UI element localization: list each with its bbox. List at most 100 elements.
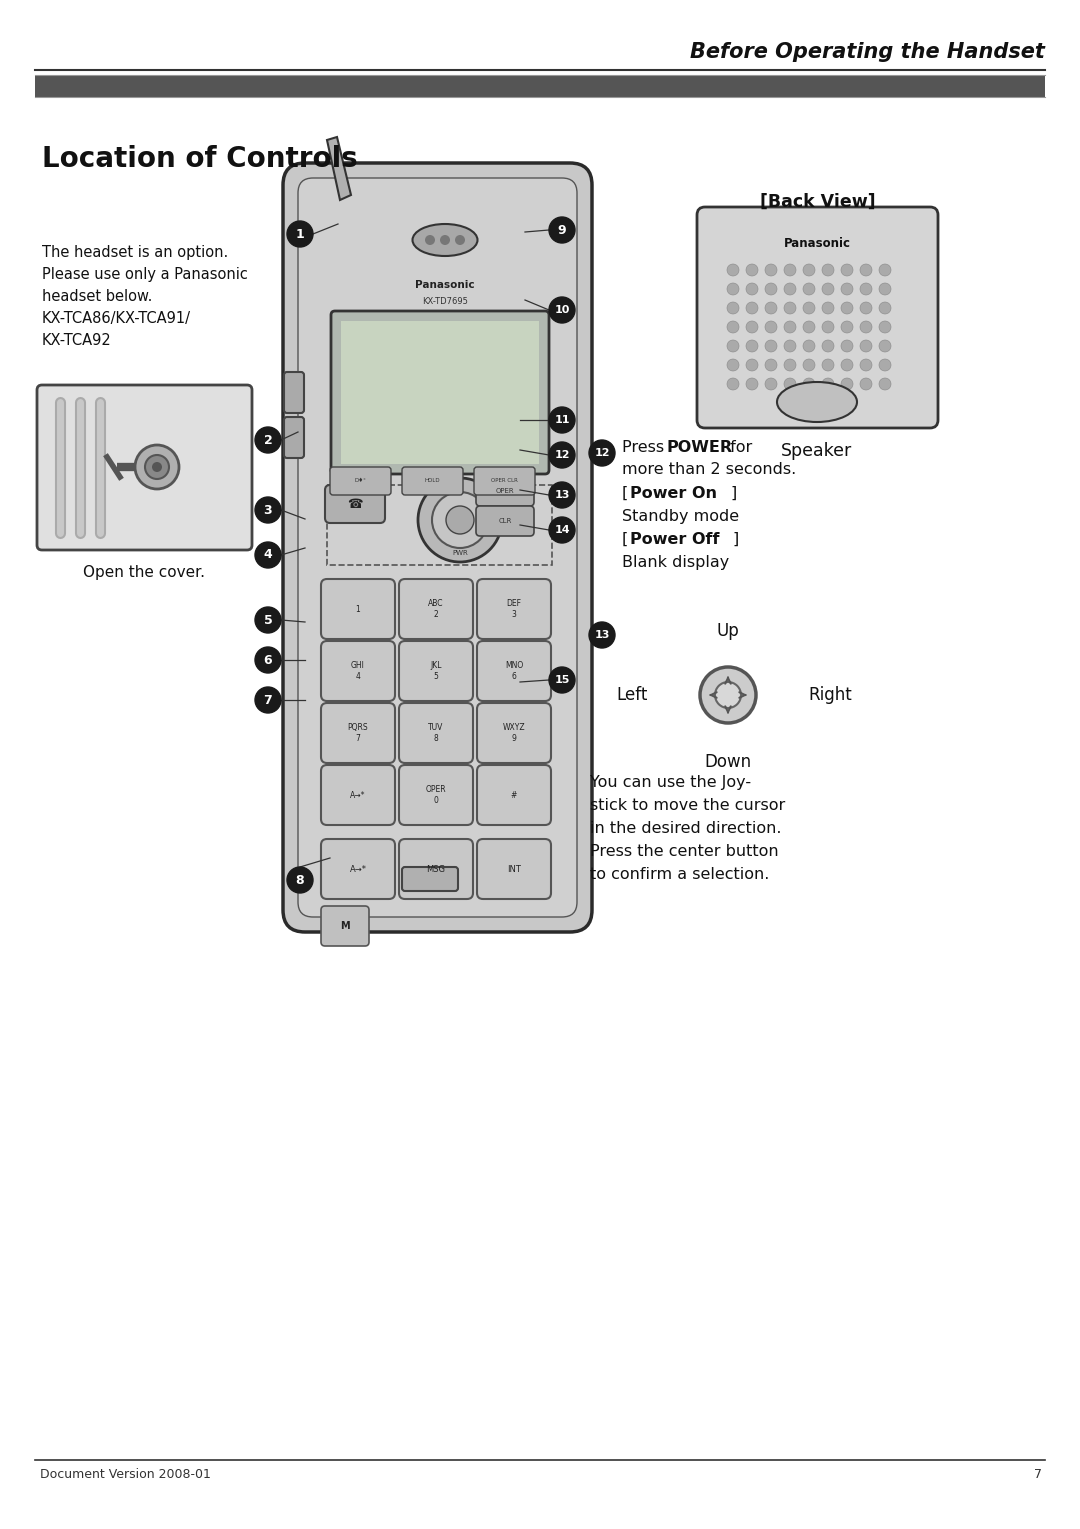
Text: JKL
5: JKL 5 [430, 662, 442, 680]
Circle shape [879, 339, 891, 352]
FancyBboxPatch shape [284, 372, 303, 413]
FancyBboxPatch shape [477, 764, 551, 826]
FancyBboxPatch shape [697, 206, 939, 428]
Circle shape [135, 445, 179, 489]
Circle shape [879, 303, 891, 313]
Circle shape [765, 321, 777, 333]
Circle shape [549, 442, 575, 468]
Text: OPER
0: OPER 0 [426, 786, 446, 804]
FancyBboxPatch shape [325, 485, 384, 523]
Circle shape [746, 265, 758, 277]
Circle shape [746, 359, 758, 372]
Circle shape [746, 378, 758, 390]
Text: Standby mode: Standby mode [622, 509, 739, 523]
Circle shape [455, 235, 465, 245]
FancyBboxPatch shape [399, 839, 473, 899]
Circle shape [860, 283, 872, 295]
Text: HOLD: HOLD [424, 479, 440, 483]
FancyBboxPatch shape [341, 321, 539, 463]
Text: 14: 14 [554, 524, 570, 535]
Text: 7: 7 [1034, 1468, 1042, 1482]
Circle shape [255, 497, 281, 523]
FancyBboxPatch shape [321, 764, 395, 826]
FancyBboxPatch shape [476, 476, 534, 506]
Text: in the desired direction.: in the desired direction. [590, 821, 782, 836]
FancyBboxPatch shape [399, 764, 473, 826]
Text: A→*: A→* [350, 790, 366, 800]
FancyBboxPatch shape [402, 466, 463, 495]
Text: ☎: ☎ [347, 497, 363, 511]
Circle shape [446, 506, 474, 534]
Circle shape [765, 283, 777, 295]
FancyBboxPatch shape [477, 641, 551, 700]
Text: more than 2 seconds.: more than 2 seconds. [622, 462, 796, 477]
Circle shape [860, 265, 872, 277]
Circle shape [287, 222, 313, 248]
FancyBboxPatch shape [37, 385, 252, 550]
Circle shape [804, 265, 815, 277]
Text: ]: ] [730, 486, 737, 500]
Text: 8: 8 [296, 873, 305, 887]
Text: WXYZ
9: WXYZ 9 [502, 723, 525, 743]
Circle shape [432, 492, 488, 547]
FancyBboxPatch shape [399, 703, 473, 763]
FancyBboxPatch shape [330, 466, 391, 495]
Text: MSG: MSG [427, 864, 446, 873]
Text: Right: Right [808, 687, 852, 703]
Circle shape [255, 647, 281, 673]
Circle shape [727, 321, 739, 333]
Circle shape [727, 265, 739, 277]
Text: 12: 12 [594, 448, 610, 459]
Circle shape [549, 482, 575, 508]
Circle shape [746, 339, 758, 352]
Ellipse shape [413, 225, 477, 255]
Text: Up: Up [717, 622, 740, 641]
Circle shape [549, 217, 575, 243]
Circle shape [287, 867, 313, 893]
Circle shape [727, 359, 739, 372]
FancyBboxPatch shape [321, 839, 395, 899]
Circle shape [879, 283, 891, 295]
FancyBboxPatch shape [399, 641, 473, 700]
Text: 2: 2 [264, 434, 272, 446]
Circle shape [822, 339, 834, 352]
Circle shape [255, 607, 281, 633]
Circle shape [765, 303, 777, 313]
Text: stick to move the cursor: stick to move the cursor [590, 798, 785, 813]
Text: You can use the Joy-: You can use the Joy- [590, 775, 751, 790]
Circle shape [784, 283, 796, 295]
Text: Press: Press [622, 439, 670, 454]
Text: Down: Down [704, 752, 752, 771]
FancyBboxPatch shape [477, 703, 551, 763]
Circle shape [841, 265, 853, 277]
Text: GHI
4: GHI 4 [351, 662, 365, 680]
FancyBboxPatch shape [321, 641, 395, 700]
Text: 10: 10 [554, 304, 569, 315]
Text: KX-TD7695: KX-TD7695 [422, 297, 468, 306]
Circle shape [700, 667, 756, 723]
Text: INT: INT [508, 864, 521, 873]
FancyBboxPatch shape [476, 506, 534, 537]
Circle shape [879, 265, 891, 277]
Circle shape [841, 283, 853, 295]
Text: ]: ] [732, 532, 739, 546]
Text: 11: 11 [554, 414, 570, 425]
Text: 1: 1 [296, 228, 305, 240]
Text: 3: 3 [264, 503, 272, 517]
Text: The headset is an option.: The headset is an option. [42, 245, 228, 260]
Circle shape [804, 303, 815, 313]
Circle shape [145, 456, 168, 479]
Circle shape [860, 359, 872, 372]
FancyBboxPatch shape [477, 579, 551, 639]
Text: 15: 15 [554, 674, 569, 685]
Text: PWR: PWR [453, 550, 468, 557]
Text: MNO
6: MNO 6 [504, 662, 523, 680]
FancyBboxPatch shape [402, 867, 458, 891]
Text: 7: 7 [264, 694, 272, 706]
Text: Document Version 2008-01: Document Version 2008-01 [40, 1468, 211, 1482]
Text: Before Operating the Handset: Before Operating the Handset [690, 41, 1045, 63]
FancyBboxPatch shape [321, 703, 395, 763]
Circle shape [784, 359, 796, 372]
Polygon shape [327, 138, 351, 200]
Circle shape [879, 359, 891, 372]
